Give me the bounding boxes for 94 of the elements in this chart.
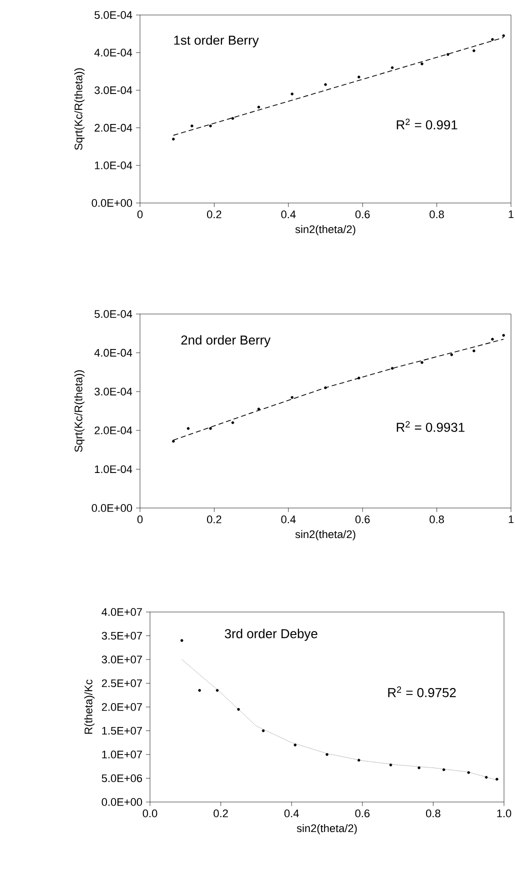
point bbox=[358, 76, 360, 78]
x-tick-label: 0.4 bbox=[284, 810, 299, 818]
y-axis-title: R(theta)/Kc bbox=[84, 680, 95, 734]
y-tick-label: 0.0E+00 bbox=[92, 504, 132, 512]
x-tick-label: 0.4 bbox=[281, 516, 296, 524]
annotation: 1st order Berry bbox=[174, 35, 259, 48]
point bbox=[190, 124, 194, 128]
point bbox=[418, 766, 420, 770]
point bbox=[358, 376, 360, 380]
x-tick-label: 0.2 bbox=[207, 210, 222, 218]
y-tick-label: 2.0E-04 bbox=[94, 124, 132, 132]
point bbox=[472, 49, 476, 52]
y-tick-label: 0.0E+00 bbox=[92, 199, 132, 207]
y-tick-label: 1.0E+07 bbox=[102, 750, 142, 758]
y-tick-label: 3.0E+07 bbox=[102, 656, 142, 664]
x-tick-label: 0.2 bbox=[214, 810, 228, 818]
point bbox=[390, 366, 394, 370]
point bbox=[290, 92, 294, 96]
y-tick-label: 1.0E-04 bbox=[94, 162, 132, 170]
point bbox=[257, 106, 260, 109]
y-tick-label: 3.0E-04 bbox=[94, 388, 132, 396]
annotation: R$^{2}$ = 0.9931 bbox=[396, 421, 464, 432]
point bbox=[484, 776, 488, 779]
x-tick-label: 0.6 bbox=[355, 810, 370, 818]
y-tick-label: 2.5E+07 bbox=[102, 679, 142, 688]
x-tick-label: 0.0 bbox=[142, 810, 158, 818]
point bbox=[491, 38, 494, 41]
point bbox=[502, 334, 505, 337]
y-tick-label: 4.0E-04 bbox=[94, 48, 132, 56]
x-tick-label: 0 bbox=[137, 210, 143, 218]
point bbox=[420, 62, 424, 66]
x-tick-label: 1 bbox=[508, 210, 514, 218]
y-axis-title: Sqrt(Kc/R(theta)) bbox=[74, 370, 85, 452]
point bbox=[186, 427, 190, 430]
y-tick-label: 3.5E+07 bbox=[102, 632, 142, 640]
x-axis-title: sin2(theta/2) bbox=[295, 530, 356, 540]
point bbox=[324, 83, 327, 86]
point bbox=[326, 753, 328, 756]
y-tick-label: 2.0E+07 bbox=[102, 703, 142, 711]
line-series bbox=[182, 659, 498, 780]
x-tick-label: 0.8 bbox=[430, 210, 444, 218]
y-tick-label: 0.0E+00 bbox=[102, 798, 142, 806]
y-tick-label: 1.5E+07 bbox=[102, 726, 142, 735]
point bbox=[467, 771, 470, 774]
x-axis-title: sin2(theta/2) bbox=[296, 824, 357, 834]
point bbox=[209, 124, 212, 128]
point bbox=[172, 440, 175, 443]
x-tick-label: 0 bbox=[137, 516, 143, 524]
x-tick-label: 1 bbox=[508, 516, 514, 524]
annotation: 3rd order Debye bbox=[224, 628, 318, 641]
y-tick-label: 3.0E-04 bbox=[94, 86, 132, 94]
point bbox=[231, 117, 234, 120]
point bbox=[294, 744, 297, 746]
y-tick-label: 5.0E-04 bbox=[94, 11, 132, 19]
point bbox=[262, 729, 265, 732]
y-tick-label: 5.0E+06 bbox=[102, 774, 142, 782]
x-tick-label: 1.0 bbox=[497, 810, 512, 818]
point bbox=[450, 353, 454, 356]
x-tick-label: 0.8 bbox=[426, 810, 440, 818]
point bbox=[389, 764, 392, 766]
y-tick-label: 2.0E-04 bbox=[94, 426, 132, 434]
y-tick-label: 4.0E-04 bbox=[94, 348, 132, 357]
annotation: 2nd order Berry bbox=[181, 335, 271, 348]
point bbox=[237, 708, 240, 711]
x-tick-label: 0.2 bbox=[207, 516, 222, 524]
point bbox=[496, 778, 498, 781]
point bbox=[209, 427, 212, 430]
point bbox=[442, 768, 446, 772]
y-tick-label: 4.0E+07 bbox=[102, 608, 142, 616]
y-tick-label: 1.0E-04 bbox=[94, 465, 132, 474]
annotation: R$^{2}$ = 0.991 bbox=[396, 118, 458, 130]
point bbox=[180, 639, 184, 642]
x-tick-label: 0.8 bbox=[430, 516, 444, 524]
point bbox=[290, 396, 294, 399]
point bbox=[502, 34, 505, 38]
y-axis-title: Sqrt(Kc/R(theta)) bbox=[74, 68, 85, 150]
x-tick-label: 0.4 bbox=[281, 210, 296, 218]
point bbox=[324, 386, 327, 390]
point bbox=[172, 138, 175, 140]
x-axis-title: sin2(theta/2) bbox=[295, 225, 356, 236]
x-tick-label: 0.6 bbox=[355, 516, 370, 524]
point bbox=[446, 53, 450, 56]
point bbox=[216, 688, 219, 692]
y-tick-label: 5.0E-04 bbox=[94, 310, 132, 318]
point bbox=[198, 688, 201, 692]
point bbox=[491, 338, 494, 341]
point bbox=[357, 758, 360, 762]
x-tick-label: 0.6 bbox=[355, 210, 370, 218]
point bbox=[257, 408, 260, 410]
point bbox=[390, 66, 394, 70]
point bbox=[472, 349, 476, 352]
point bbox=[231, 421, 234, 424]
annotation: R$^{2}$ = 0.9752 bbox=[388, 686, 456, 698]
point bbox=[420, 361, 424, 364]
